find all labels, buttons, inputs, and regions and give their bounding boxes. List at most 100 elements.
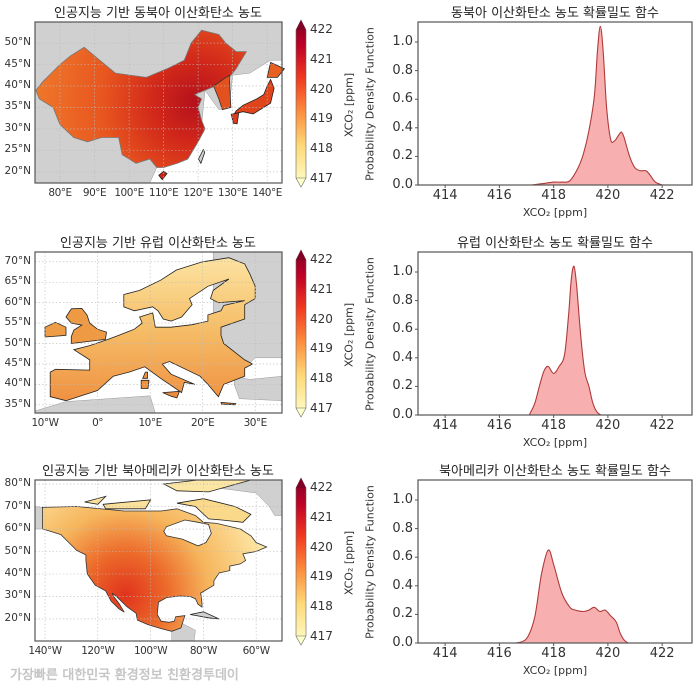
pdf-y-tick-label: 0.4: [392, 349, 413, 365]
lat-tick-label: 50°N: [4, 36, 31, 49]
pdf-x-tick-label: 418: [541, 646, 567, 661]
lat-tick-label: 40°N: [4, 377, 31, 390]
colorbar-tick-label: 419: [310, 341, 333, 356]
ireland: [44, 321, 67, 338]
pdf-frame: [417, 21, 693, 186]
lon-tick-label: 10°W: [31, 417, 59, 429]
panel-1: 인공지능 기반 유럽 이산화탄소 농도 70°N 65°N 60°N 55°N 50°N…: [0, 230, 700, 458]
pdf-x-tick-label: 414: [432, 418, 458, 433]
pdf-title: 동북아 이산화탄소 농도 확률밀도 함수: [451, 6, 659, 21]
lon-tick-label: 60°W: [242, 645, 271, 657]
colorbar: [295, 477, 307, 646]
pdf-x-tick-label: 420: [595, 418, 621, 433]
lat-tick-label: 20°N: [4, 164, 31, 177]
colorbar-tick-label: 421: [310, 281, 333, 296]
colorbar-tick-label: 420: [310, 311, 333, 326]
pdf-x-label: XCO₂ [ppm]: [522, 436, 588, 449]
colorbar-tick-label: 422: [310, 22, 333, 36]
lon-tick-label: 130°E: [217, 187, 248, 199]
colorbar-tick-label: 418: [310, 371, 333, 386]
pdf-y-label: Probability Density Function: [363, 256, 377, 411]
great-britain: [65, 307, 107, 344]
pdf-chart: [415, 21, 693, 188]
lon-tick-label: 20°E: [191, 417, 215, 429]
cuba: [190, 611, 220, 620]
colorbar: [295, 249, 307, 418]
lat-tick-label: 30°N: [4, 121, 31, 134]
pdf-line: [531, 25, 663, 186]
colorbar-extend-min: [295, 635, 307, 646]
north-america-mainland: [42, 506, 268, 632]
lat-tick-label: 35°N: [4, 397, 31, 410]
pdf-y-tick-label: 0.6: [392, 91, 413, 107]
pdf-y-tick-label: 0.4: [392, 119, 413, 135]
colorbar-extend-max: [296, 478, 306, 488]
lat-tick-label: 20°N: [4, 611, 31, 624]
pdf-line: [528, 265, 602, 416]
colorbar-tick-label: 421: [310, 51, 333, 66]
colorbar-extend-max: [296, 250, 306, 260]
colorbar-gradient: [295, 249, 307, 418]
pdf-x-tick-label: 416: [486, 646, 512, 661]
pdf-y-tick-label: 0.2: [392, 606, 413, 622]
colorbar: [295, 19, 307, 188]
lon-tick-label: 120°E: [183, 187, 213, 199]
hudson-bay: [163, 519, 212, 547]
pdf-x-tick-label: 420: [595, 188, 621, 203]
pdf-y-tick-label: 0.8: [392, 62, 413, 78]
europe-mainland: [49, 257, 256, 402]
map-title: 인공지능 기반 유럽 이산화탄소 농도: [60, 236, 256, 251]
taiwan: [198, 148, 206, 165]
pdf-frame: [417, 479, 693, 644]
lon-tick-label: 90°E: [82, 187, 107, 199]
lon-tick-label: 100°E: [114, 187, 144, 199]
pdf-x-tick-label: 422: [649, 646, 675, 661]
pdf-y-tick-label: 1.0: [392, 264, 413, 280]
colorbar-tick-label: 419: [310, 111, 333, 126]
colorbar-tick-label: 417: [310, 401, 333, 415]
pdf-chart: [415, 479, 693, 646]
colorbar-label: XCO₂ [ppm]: [342, 530, 356, 596]
lat-tick-label: 45°N: [4, 57, 31, 70]
pdf-x-label: XCO₂ [ppm]: [522, 206, 588, 219]
lat-tick-label: 55°N: [4, 316, 31, 329]
colorbar-tick-label: 419: [310, 569, 333, 584]
pdf-area: [515, 549, 629, 643]
pdf-x-tick-label: 414: [432, 188, 458, 203]
map-frame: [34, 479, 283, 642]
lon-tick-label: 100°W: [133, 645, 168, 657]
map-frame: [34, 21, 283, 184]
pdf-area: [529, 266, 602, 415]
japan-hokkaido: [266, 61, 286, 78]
colorbar-gradient: [295, 19, 307, 188]
lat-tick-label: 25°N: [4, 143, 31, 156]
map-title: 인공지능 기반 북아메리카 이산화탄소 농도: [42, 464, 274, 479]
lat-tick-label: 30°N: [4, 589, 31, 602]
pdf-title: 북아메리카 이산화탄소 농도 확률밀도 함수: [439, 464, 671, 479]
colorbar-tick-label: 418: [310, 141, 333, 156]
map: [34, 479, 283, 642]
sardinia: [140, 379, 150, 389]
panel-0: 인공지능 기반 동북아 이산화탄소 농도 50°N 45°N 40°N 35°N 30°…: [0, 0, 700, 228]
pdf-x-label: XCO₂ [ppm]: [522, 664, 588, 677]
korea-region: [213, 74, 232, 111]
colorbar-label: XCO₂ [ppm]: [342, 302, 356, 368]
lat-tick-label: 60°N: [4, 295, 31, 308]
map-title: 인공지능 기반 동북아 이산화탄소 농도: [54, 6, 262, 21]
pdf-y-tick-label: 0.0: [392, 635, 413, 650]
baffin-island: [176, 498, 252, 523]
lon-tick-label: 140°W: [28, 645, 62, 657]
corsica: [142, 371, 148, 379]
watermark: 가장빠른 대한민국 환경정보 친환경투데이: [10, 668, 239, 683]
lat-tick-label: 65°N: [4, 275, 31, 288]
pdf-y-tick-label: 0.8: [392, 520, 413, 536]
map: [34, 21, 286, 184]
pdf-x-tick-label: 422: [649, 418, 675, 433]
pdf-x-tick-label: 416: [486, 188, 512, 203]
panel-2: 인공지능 기반 북아메리카 이산화탄소 농도 80°N 70°N 60°N 50°N 4…: [0, 458, 700, 680]
pdf-x-tick-label: 422: [649, 188, 675, 203]
lat-tick-label: 80°N: [4, 477, 31, 490]
hainan: [158, 170, 168, 181]
lat-tick-label: 50°N: [4, 544, 31, 557]
pdf-y-label: Probability Density Function: [363, 26, 377, 181]
